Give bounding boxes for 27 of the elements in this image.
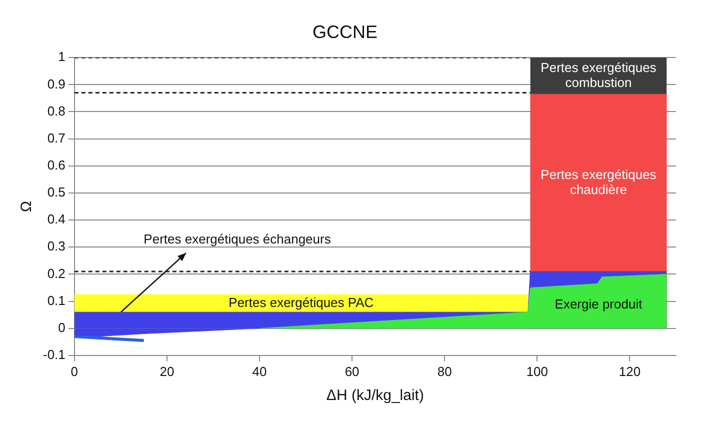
y-tick-label: 0.5 [47,184,66,200]
annotation: Pertes exergétiques échangeurs [144,232,332,247]
x-tick-label: 80 [437,364,452,379]
y-tick-label: 0.1 [47,292,66,308]
series-label: Pertes exergétiques chaudière [540,166,657,197]
x-tick-label: 0 [70,364,78,379]
chart-title: GCCNE [312,22,378,42]
y-tick-label: 0.9 [47,76,66,92]
x-tick-label: 100 [526,364,548,379]
y-tick-label: 0 [58,320,66,335]
y-tick-label: 0.7 [47,130,66,146]
x-tick-label: 40 [252,364,267,379]
x-tick-label: 120 [618,364,641,379]
y-tick-label: 0.6 [47,157,66,172]
y-axis-title: Ω [18,200,36,212]
x-tick-label: 60 [344,364,360,379]
x-axis-title: ΔH (kJ/kg_lait) [326,387,424,404]
x-tick-label: 20 [160,364,174,379]
y-tick-label: 0.2 [47,266,66,281]
series-label: Exergie produit [554,296,643,312]
y-tick-label: -0.1 [42,346,66,362]
y-tick-label: 1 [58,49,66,64]
series-label: Pertes exergétiques PAC [228,294,374,310]
y-tick-label: 0.8 [47,103,66,118]
y-tick-label: 0.3 [47,238,66,254]
y-tick-label: 0.4 [47,212,66,227]
series-label: Pertes exergétiques combustion [540,60,657,90]
